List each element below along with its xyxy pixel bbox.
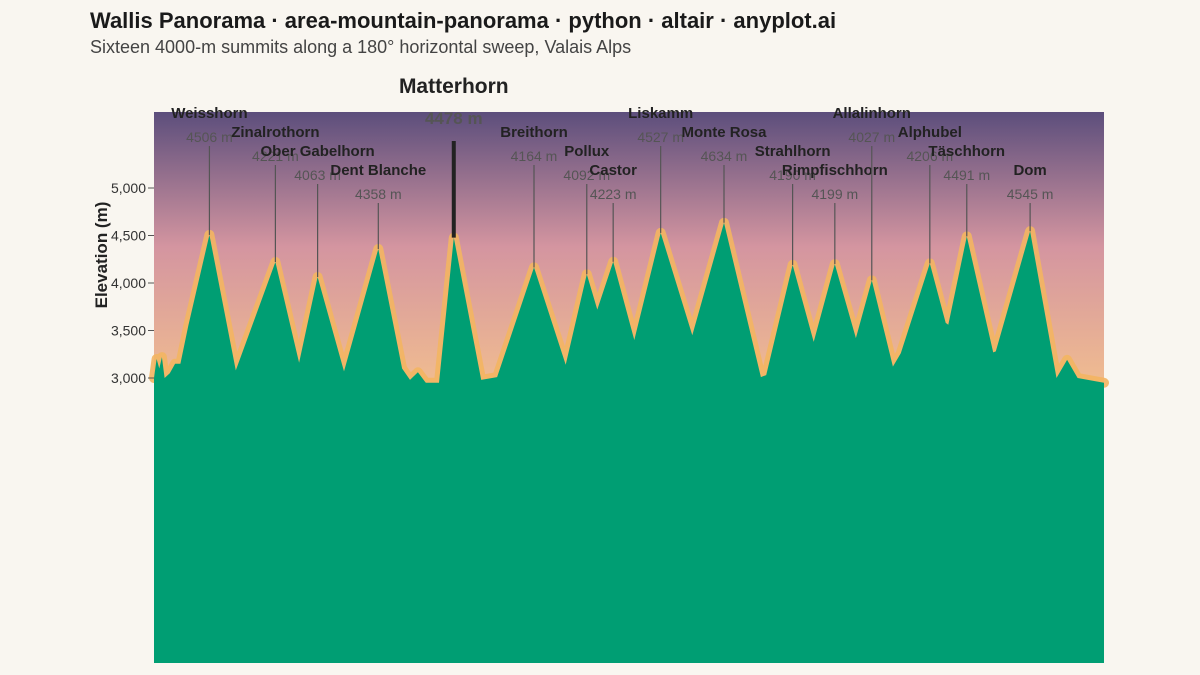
y-tick-label: 4,000 — [111, 275, 146, 291]
peak-elevation-label: 4190 m — [769, 167, 816, 183]
y-tick-label: 4,500 — [111, 228, 146, 244]
peak-name-label: Monte Rosa — [681, 124, 767, 141]
peak-name-label: Breithorn — [500, 124, 568, 141]
y-axis-title: Elevation (m) — [92, 202, 111, 309]
peak-name-label: Zinalrothorn — [231, 124, 319, 141]
peak-name-label: Pollux — [564, 143, 610, 160]
peak-elevation-label: 4358 m — [355, 186, 402, 202]
peak-elevation-label: 4634 m — [701, 148, 748, 164]
peak-elevation-label: 4478 m — [425, 109, 483, 128]
peak-elevation-label: 4199 m — [811, 186, 858, 202]
peak-elevation-label: 4206 m — [906, 148, 953, 164]
peak-elevation-label: 4063 m — [294, 167, 341, 183]
peak-elevation-label: 4027 m — [848, 129, 895, 145]
peak-name-label: Alphubel — [898, 124, 962, 141]
peak-elevation-label: 4491 m — [943, 167, 990, 183]
peak-elevation-label: 4545 m — [1007, 186, 1054, 202]
peak-name-label: Täschhorn — [928, 143, 1005, 160]
peak-name-label: Dent Blanche — [330, 162, 426, 179]
peak-name-label: Ober Gabelhorn — [261, 143, 375, 160]
chart-subtitle: Sixteen 4000-m summits along a 180° hori… — [90, 37, 632, 57]
peak-name-label: Castor — [589, 162, 637, 179]
peak-name-label: Dom — [1013, 162, 1046, 179]
peak-name-label: Weisshorn — [171, 105, 247, 122]
peak-labels: 4506 m Weisshorn 4221 m Zinalrothorn 4063 m O… — [171, 75, 1054, 281]
peak-name-label: Rimpfischhorn — [782, 162, 888, 179]
peak-elevation-label: 4223 m — [590, 186, 637, 202]
peak-name-label: Strahlhorn — [755, 143, 831, 160]
peak-elevation-label: 4164 m — [511, 148, 558, 164]
peak-name-label: Matterhorn — [399, 75, 509, 98]
y-tick-label: 5,000 — [111, 180, 146, 196]
terrain-fill — [154, 222, 1104, 664]
terrain-area — [149, 217, 1109, 664]
chart-title: Wallis Panorama · area-mountain-panorama… — [90, 8, 837, 33]
peak-elevation-label: 4527 m — [637, 129, 684, 145]
peak-name-label: Liskamm — [628, 105, 693, 122]
peak-name-label: Allalinhorn — [833, 105, 911, 122]
y-tick-label: 3,500 — [111, 323, 146, 339]
peak-elevation-label: 4221 m — [252, 148, 299, 164]
peak-elevation-label: 4506 m — [186, 129, 233, 145]
y-tick-label: 3,000 — [111, 370, 146, 386]
peak-elevation-label: 4092 m — [563, 167, 610, 183]
